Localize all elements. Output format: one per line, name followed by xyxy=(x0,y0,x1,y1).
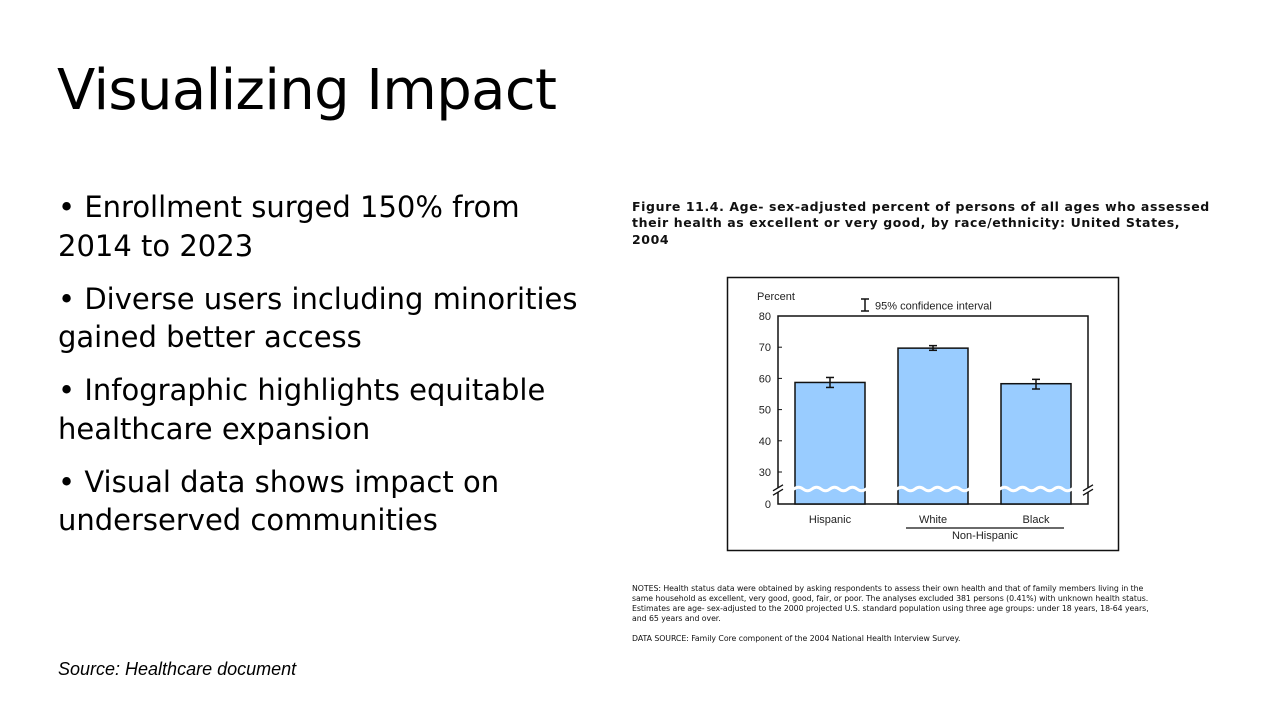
bullet-text: Enrollment surged 150% from 2014 to 2023 xyxy=(58,190,520,263)
bullet-list: • Enrollment surged 150% from 2014 to 20… xyxy=(58,188,591,554)
legend-label: 95% confidence interval xyxy=(875,301,992,313)
bar-chart-svg: Percent 95% confidence interval 0 30 40 50 60 7… xyxy=(726,276,1120,552)
y-tick-label: 80 xyxy=(759,311,771,323)
bullet-item: • Enrollment surged 150% from 2014 to 20… xyxy=(58,188,591,265)
caption-line: Figure 11.4. Age- sex-adjusted percent o… xyxy=(632,199,1210,214)
legend: 95% confidence interval xyxy=(861,298,992,313)
error-bar-icon xyxy=(861,298,869,312)
bullet-glyph: • xyxy=(58,373,76,407)
break-wave xyxy=(895,485,971,493)
source-note: Source: Healthcare document xyxy=(58,659,297,679)
bullet-item: • Visual data shows impact on underserve… xyxy=(58,463,591,540)
notes-line: same household as excellent, very good, … xyxy=(632,593,1149,603)
y-tick-label: 30 xyxy=(759,467,771,479)
caption-line: their health as excellent or very good, … xyxy=(632,215,1181,231)
bullet-glyph: • xyxy=(58,464,76,499)
caption-line: 2004 xyxy=(632,231,670,247)
y-tick-label: 60 xyxy=(759,373,771,385)
bullet-text: Infographic highlights equitable healthc… xyxy=(58,373,546,446)
bullet-text: Diverse users including minorities gaine… xyxy=(58,281,578,355)
notes-line: and 65 years and over. xyxy=(632,614,721,624)
data-source-line: DATA SOURCE: Family Core component of th… xyxy=(632,633,961,643)
figure-caption: Figure 11.4. Age- sex-adjusted percent o… xyxy=(632,199,1210,248)
bullet-item: • Infographic highlights equitable healt… xyxy=(58,371,591,448)
error-bar xyxy=(929,344,937,352)
y-tick-label: 50 xyxy=(759,405,771,417)
break-wave xyxy=(998,485,1074,493)
axis-break-icon xyxy=(772,484,784,496)
y-axis-label: Percent xyxy=(757,291,795,303)
y-tick-label: 70 xyxy=(759,342,771,354)
bar-white xyxy=(897,347,969,505)
bar-hispanic xyxy=(794,381,866,505)
break-wave xyxy=(792,485,868,493)
x-tick-label: Black xyxy=(1023,514,1050,526)
x-tick-label: White xyxy=(919,514,947,526)
x-tick-label: Hispanic xyxy=(809,514,852,526)
y-tick-label: 0 xyxy=(765,499,771,511)
bar-black xyxy=(1000,382,1072,505)
bullet-glyph: • xyxy=(58,190,76,224)
group-label: Non-Hispanic xyxy=(952,530,1019,542)
y-tick-label: 40 xyxy=(759,436,771,448)
bullet-item: • Diverse users including minorities gai… xyxy=(58,280,591,357)
notes-line: Estimates are age- sex-adjusted to the 2… xyxy=(632,604,1149,614)
axis-break-icon xyxy=(1082,484,1094,496)
bullet-text: Visual data shows impact on underserved … xyxy=(58,464,500,538)
bullet-glyph: • xyxy=(58,281,76,316)
figure-notes: NOTES: Health status data were obtained … xyxy=(632,584,1149,644)
slide-title: Visualizing Impact xyxy=(57,58,557,123)
error-bar xyxy=(826,376,834,389)
error-bar xyxy=(1032,378,1040,390)
notes-line: NOTES: Health status data were obtained … xyxy=(632,583,1144,593)
